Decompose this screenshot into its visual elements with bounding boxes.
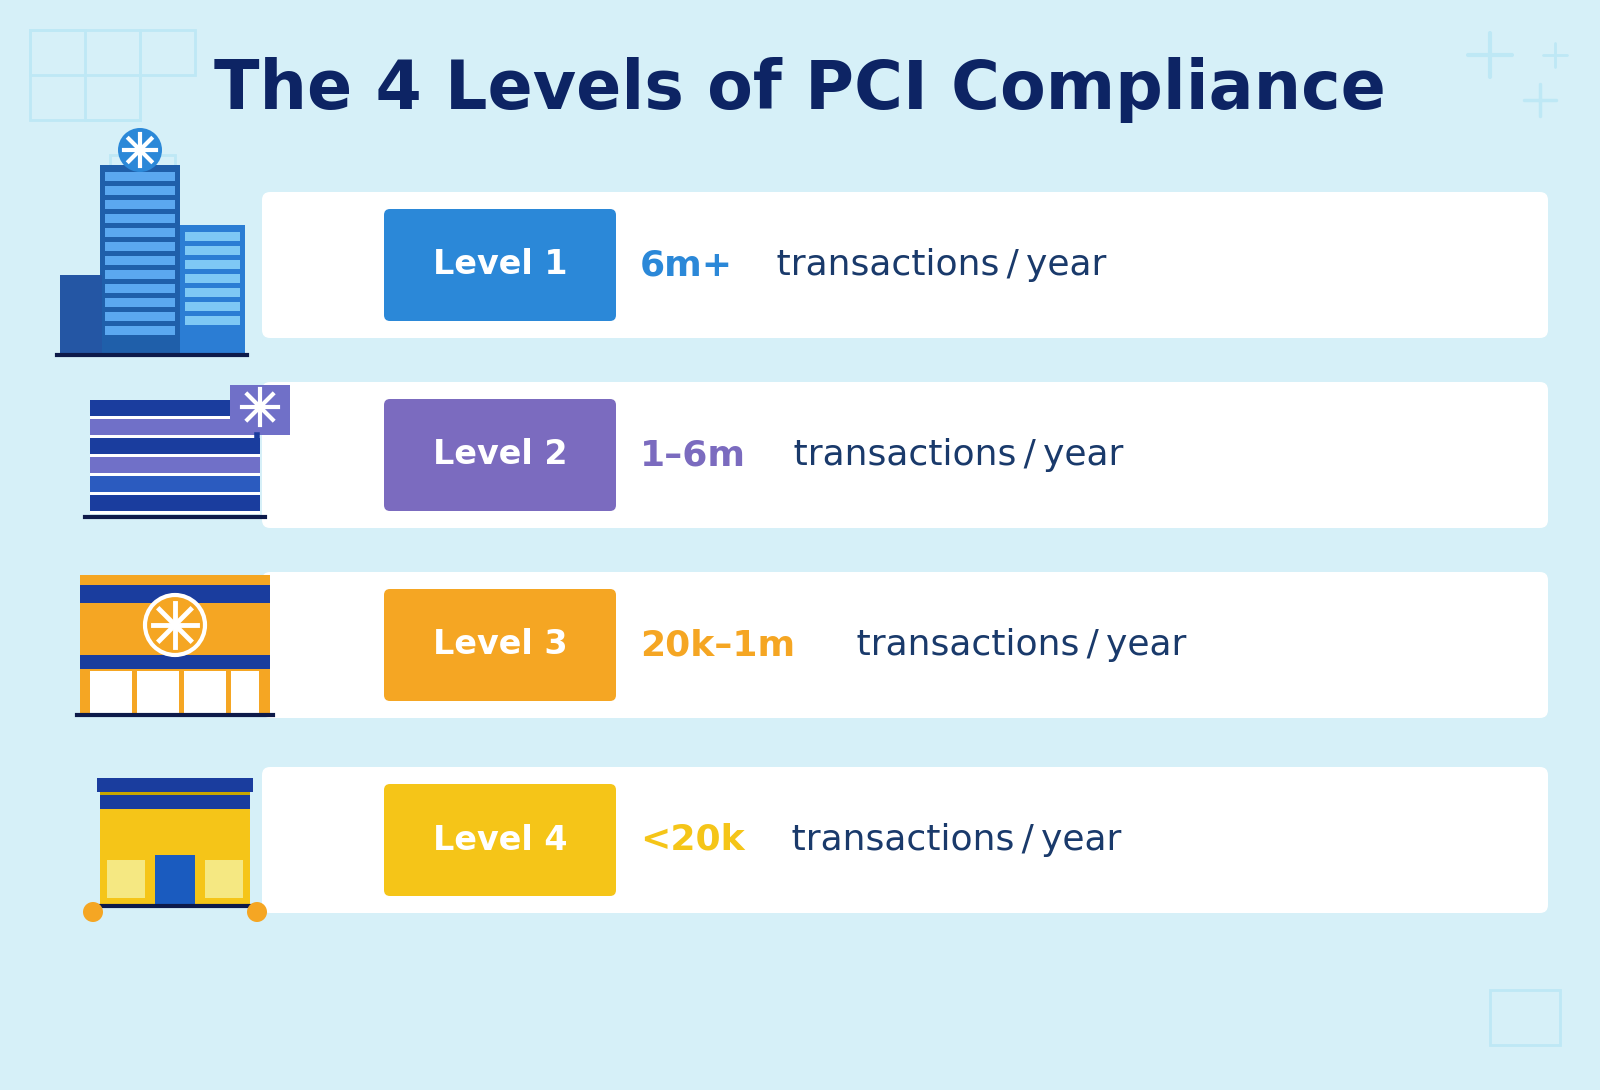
- Bar: [98, 778, 253, 792]
- Bar: [230, 671, 259, 713]
- Bar: [85, 75, 141, 120]
- Bar: [106, 214, 174, 223]
- Bar: [99, 789, 250, 795]
- Bar: [179, 225, 245, 355]
- Bar: [80, 655, 270, 669]
- Text: transactions / year: transactions / year: [779, 823, 1122, 857]
- Text: Level 3: Level 3: [432, 629, 568, 662]
- Text: The 4 Levels of PCI Compliance: The 4 Levels of PCI Compliance: [214, 57, 1386, 123]
- Text: transactions / year: transactions / year: [765, 249, 1106, 282]
- Text: <20k: <20k: [640, 823, 744, 857]
- Bar: [186, 302, 240, 311]
- Bar: [138, 671, 179, 713]
- Bar: [90, 435, 259, 438]
- Bar: [90, 438, 259, 455]
- Bar: [30, 31, 141, 120]
- Circle shape: [146, 595, 205, 655]
- Bar: [90, 511, 259, 514]
- Text: 1–6m: 1–6m: [640, 438, 746, 472]
- FancyBboxPatch shape: [384, 209, 616, 320]
- Bar: [80, 595, 270, 715]
- Bar: [141, 31, 195, 75]
- Circle shape: [83, 903, 102, 922]
- Bar: [106, 284, 174, 293]
- Bar: [106, 270, 174, 279]
- Text: 20k–1m: 20k–1m: [640, 628, 795, 662]
- Bar: [90, 671, 131, 713]
- Bar: [106, 186, 174, 195]
- Bar: [107, 860, 146, 898]
- Bar: [80, 576, 270, 585]
- Bar: [230, 385, 290, 435]
- Bar: [184, 671, 226, 713]
- Circle shape: [118, 128, 162, 172]
- Bar: [1490, 990, 1560, 1045]
- Bar: [61, 275, 102, 355]
- FancyBboxPatch shape: [384, 784, 616, 896]
- Text: transactions / year: transactions / year: [782, 438, 1123, 472]
- FancyBboxPatch shape: [384, 589, 616, 701]
- Bar: [90, 455, 259, 457]
- Bar: [90, 473, 259, 476]
- Text: transactions / year: transactions / year: [845, 628, 1187, 662]
- Bar: [106, 312, 174, 320]
- Bar: [99, 806, 250, 905]
- Bar: [186, 274, 240, 283]
- Bar: [90, 476, 259, 492]
- Text: Level 1: Level 1: [432, 249, 568, 281]
- FancyBboxPatch shape: [384, 399, 616, 511]
- Bar: [106, 172, 174, 181]
- FancyBboxPatch shape: [262, 572, 1549, 718]
- Bar: [90, 419, 259, 435]
- Bar: [30, 31, 85, 75]
- Text: Level 2: Level 2: [432, 438, 568, 472]
- Bar: [186, 246, 240, 255]
- Bar: [90, 492, 259, 495]
- Bar: [99, 165, 179, 355]
- Bar: [186, 232, 240, 241]
- Bar: [186, 316, 240, 325]
- Bar: [80, 585, 270, 603]
- FancyBboxPatch shape: [262, 192, 1549, 338]
- Bar: [90, 457, 259, 473]
- Bar: [186, 261, 240, 269]
- Bar: [106, 242, 174, 251]
- Bar: [106, 256, 174, 265]
- Bar: [155, 855, 195, 905]
- Bar: [205, 860, 243, 898]
- Bar: [90, 400, 259, 416]
- Bar: [106, 326, 174, 335]
- FancyBboxPatch shape: [262, 767, 1549, 913]
- Bar: [110, 155, 174, 205]
- Text: 6m+: 6m+: [640, 249, 733, 282]
- Bar: [106, 228, 174, 237]
- Bar: [106, 199, 174, 209]
- FancyBboxPatch shape: [262, 382, 1549, 528]
- Text: Level 4: Level 4: [432, 824, 568, 857]
- Bar: [99, 795, 250, 809]
- Bar: [90, 416, 259, 419]
- Circle shape: [246, 903, 267, 922]
- Bar: [106, 298, 174, 307]
- Bar: [186, 288, 240, 296]
- Bar: [90, 495, 259, 511]
